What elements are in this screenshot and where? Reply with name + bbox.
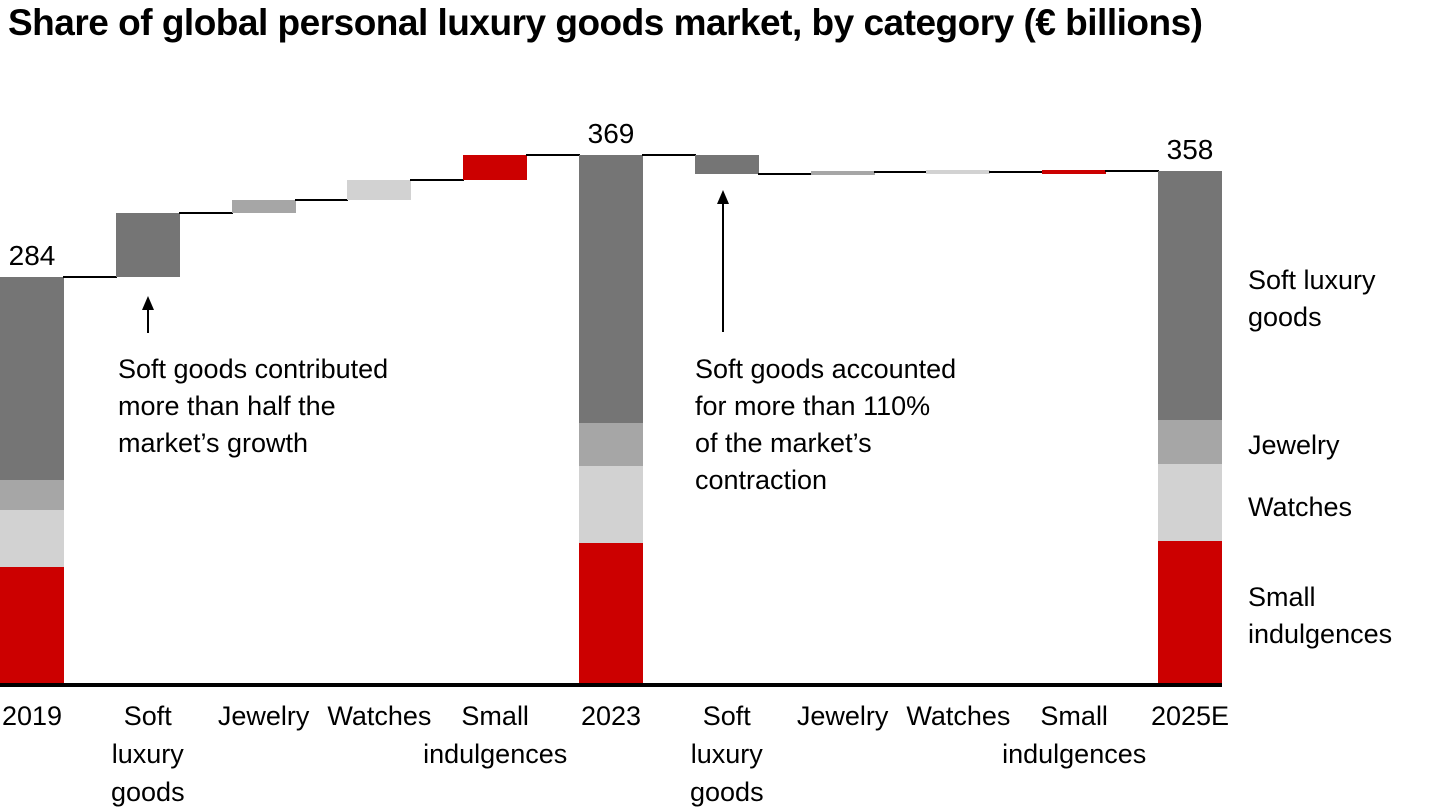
x-axis-label-small: Small indulgences <box>1002 701 1147 769</box>
x-axis-label-jewelry: Jewelry <box>796 701 889 731</box>
bar-segment-2023-jewelry <box>579 422 643 466</box>
legend-label-small-indulgences: Small indulgences <box>1248 582 1393 649</box>
chart-title: Share of global personal luxury goods ma… <box>8 2 1203 43</box>
x-axis-label-soft: Soft luxury goods <box>690 701 764 807</box>
bar-segment-2023-watches <box>579 465 643 543</box>
bar-segment-2019-watches <box>0 509 64 568</box>
waterfall-connector <box>757 172 812 175</box>
total-value-label-2025E: 358 <box>1166 134 1214 166</box>
annotation-contraction: Soft goods accounted for more than 110% … <box>695 354 957 495</box>
waterfall-delta-soft <box>694 155 759 174</box>
bar-segment-2025E-jewelry <box>1158 419 1222 465</box>
waterfall-connector <box>294 198 349 201</box>
x-axis-label-2023: 2023 <box>580 701 642 731</box>
up-arrow-growth-icon <box>142 296 154 333</box>
up-arrow-contraction-icon <box>717 190 729 332</box>
legend-label-jewelry: Jewelry <box>1248 430 1340 460</box>
x-axis-label-soft: Soft luxury goods <box>111 701 185 807</box>
x-axis-label-jewelry: Jewelry <box>217 701 310 731</box>
bar-segment-2023-soft <box>579 155 643 423</box>
waterfall-delta-soft <box>115 212 180 277</box>
total-value-label-2019: 284 <box>8 239 56 271</box>
bar-segment-2019-small <box>0 567 64 683</box>
legend-label-watches: Watches <box>1248 492 1353 522</box>
waterfall-delta-small <box>463 155 528 180</box>
waterfall-delta-jewelry <box>231 199 296 213</box>
waterfall-delta-jewelry <box>810 171 875 176</box>
x-axis-label-2025E: 2025E <box>1150 701 1230 731</box>
waterfall-connector <box>1105 170 1159 173</box>
waterfall-connector <box>410 178 465 181</box>
bar-segment-2019-soft <box>0 276 64 480</box>
bar-segment-2023-small <box>579 542 643 683</box>
bar-segment-2019-jewelry <box>0 479 64 510</box>
x-axis-label-watches: Watches <box>327 701 432 731</box>
x-axis-label-2019: 2019 <box>1 701 63 731</box>
total-value-label-2023: 369 <box>587 118 635 150</box>
annotation-growth: Soft goods contributed more than half th… <box>118 354 389 458</box>
waterfall-connector <box>642 154 696 157</box>
x-axis-label-small: Small indulgences <box>423 701 568 769</box>
waterfall-connector <box>526 154 580 157</box>
waterfall-connector <box>63 275 117 278</box>
waterfall-delta-watches <box>347 179 412 200</box>
waterfall-delta-watches <box>926 170 991 175</box>
x-axis-line <box>0 683 1222 687</box>
waterfall-connector <box>178 211 233 214</box>
x-axis-label-watches: Watches <box>906 701 1011 731</box>
bar-segment-2025E-small <box>1158 541 1222 683</box>
waterfall-connector <box>989 171 1044 174</box>
waterfall-delta-small <box>1042 169 1107 174</box>
bar-segment-2025E-soft <box>1158 171 1222 420</box>
waterfall-connector <box>873 171 928 174</box>
bar-segment-2025E-watches <box>1158 464 1222 542</box>
legend-label-soft-luxury-goods: Soft luxury goods <box>1248 265 1376 332</box>
